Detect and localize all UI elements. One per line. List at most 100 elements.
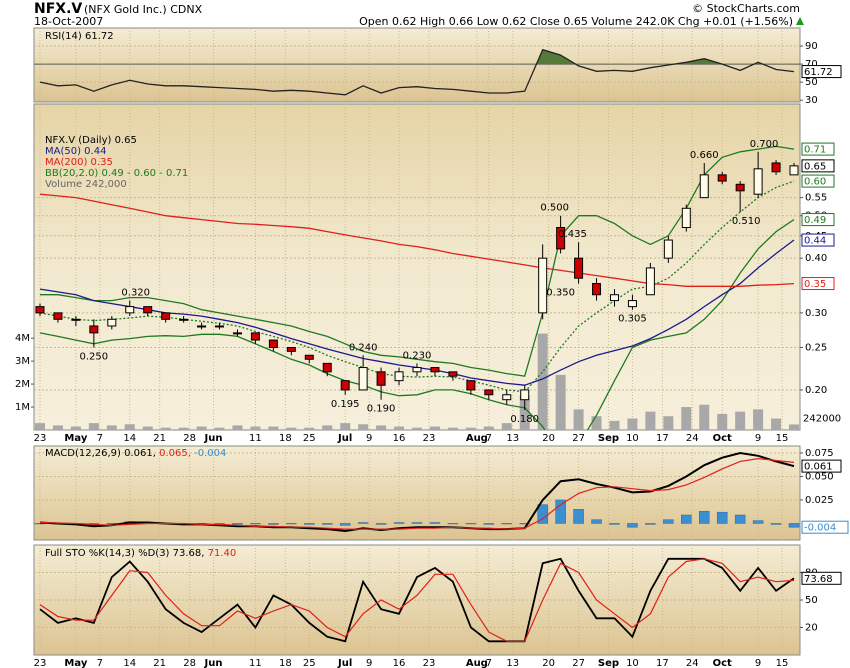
x-tick-label: 20: [542, 433, 555, 444]
macd-histogram-bar: [519, 523, 530, 525]
price-annotation: 0.240: [349, 342, 378, 353]
x-tick-label: May: [64, 433, 87, 444]
x-tick-label: 17: [656, 433, 669, 444]
y-tick-label: 20: [805, 623, 818, 634]
macd-histogram-bar: [734, 514, 746, 524]
value-marker-label: 0.44: [804, 236, 826, 247]
sto-legend-d: 71.40: [208, 548, 237, 559]
y-tick-label: 70: [805, 59, 818, 70]
macd-histogram-bar: [591, 519, 602, 524]
rsi-legend: RSI(14) 61.72: [45, 31, 114, 42]
x-tick-label: 9: [755, 658, 761, 668]
x-tick-label: Oct: [713, 658, 732, 668]
x-tick-label: 9: [366, 658, 372, 668]
x-tick-label: 24: [686, 433, 699, 444]
volume-bar: [178, 427, 189, 430]
x-tick-label: 7: [97, 658, 103, 668]
macd-histogram-bar: [537, 504, 548, 524]
volume-bar: [681, 407, 692, 430]
candle-body: [197, 325, 207, 328]
macd-histogram-bar: [645, 523, 656, 525]
panel-line: [34, 545, 800, 655]
macd-histogram-bar: [752, 520, 764, 524]
volume-bar: [537, 333, 548, 430]
macd-histogram-bar: [555, 499, 566, 524]
macd-histogram-bar: [770, 523, 782, 525]
x-tick-label: Oct: [713, 433, 732, 444]
volume-bar: [627, 418, 638, 430]
volume-bar: [753, 409, 764, 430]
volume-legend: Volume 242,000: [45, 179, 127, 190]
x-tick-label: 17: [656, 658, 669, 668]
x-tick-label: 16: [393, 433, 406, 444]
price-annotation: 0.180: [510, 414, 539, 425]
volume-bar: [447, 427, 458, 430]
x-tick-label: 13: [506, 433, 519, 444]
x-tick-label: 16: [393, 658, 406, 668]
macd-histogram-bar: [268, 523, 279, 525]
volume-marker: 242000: [803, 413, 841, 424]
sto-legend: Full STO %K(14,3) %D(3) 73.68, 71.40: [45, 548, 236, 559]
x-tick-label: 21: [153, 433, 166, 444]
macd-histogram-bar: [232, 523, 243, 525]
volume-bar: [573, 409, 584, 430]
stochastic-line: [39, 558, 795, 642]
x-tick-label: 7: [486, 658, 492, 668]
x-tick-label: Jun: [204, 658, 223, 668]
candle-body: [484, 389, 494, 396]
y-tick-label: 0.025: [805, 495, 834, 506]
y-tick-label: 30: [805, 95, 818, 106]
candle-body: [232, 332, 242, 335]
candle-body: [322, 362, 332, 373]
macd-histogram-bar: [304, 523, 315, 525]
macd-histogram-bar: [321, 523, 333, 525]
x-tick-label: 23: [423, 658, 436, 668]
x-tick-label: 28: [183, 433, 196, 444]
macd-histogram-bar: [627, 523, 638, 528]
macd-histogram-bar: [250, 523, 261, 525]
candle-body: [502, 394, 512, 401]
candle-body: [161, 312, 171, 320]
candle-body: [250, 332, 260, 341]
x-tick-label: 25: [303, 433, 316, 444]
value-marker-label: 61.72: [804, 67, 833, 78]
volume-bar: [268, 426, 279, 430]
value-marker-label: 0.35: [804, 279, 826, 290]
volume-bar: [771, 418, 782, 430]
macd-histogram-bar: [716, 511, 728, 524]
value-marker-box: [801, 159, 835, 173]
ma50-legend: MA(50) 0.44: [45, 146, 106, 157]
candle-body: [394, 371, 404, 382]
candle-body: [556, 227, 566, 250]
panel-macd: [34, 446, 800, 540]
volume-bar: [429, 426, 440, 430]
volume-tick-label: 4M: [15, 333, 30, 344]
macd-histogram-bar: [681, 514, 692, 524]
x-tick-label: 14: [123, 658, 136, 668]
overbought-area: [536, 49, 763, 65]
candle-body: [627, 300, 637, 308]
x-tick-label: 23: [423, 433, 436, 444]
price-annotation: 0.195: [331, 399, 360, 410]
value-marker-label: 0.71: [804, 145, 826, 156]
rsi-overbought-fill: [536, 49, 763, 65]
candle-body: [125, 306, 135, 314]
volume-bar: [196, 426, 207, 430]
quote: Open 0.62 High 0.66 Low 0.62 Close 0.65 …: [359, 15, 793, 28]
volume-tick-label: 3M: [15, 356, 30, 367]
x-tick-label: 7: [97, 433, 103, 444]
bb-legend: BB(20,2.0) 0.49 - 0.60 - 0.71: [45, 168, 188, 179]
macd-histogram-bar: [573, 509, 584, 524]
x-tick-label: 14: [123, 433, 136, 444]
value-marker-label: 0.60: [804, 177, 826, 188]
value-marker-box: [801, 142, 835, 156]
y-tick-label: 0.075: [805, 448, 834, 459]
macd-legend-hist: -0.004: [194, 448, 226, 459]
value-marker-box: [801, 520, 849, 534]
candle-body: [520, 389, 530, 401]
candle-body: [448, 371, 458, 377]
candle-body: [735, 183, 745, 192]
value-marker-box: [801, 571, 842, 585]
value-marker-label: 0.061: [804, 462, 833, 473]
